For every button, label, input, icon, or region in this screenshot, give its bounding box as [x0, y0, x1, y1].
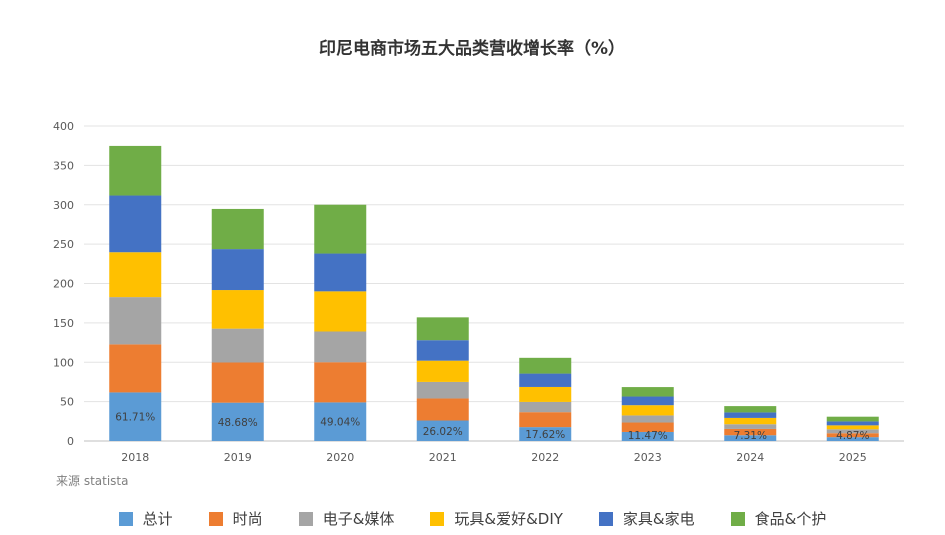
legend-label: 总计 — [142, 510, 173, 528]
legend-swatch — [208, 511, 223, 526]
bar-segment — [826, 416, 879, 422]
legend-label: 食品&个护 — [754, 510, 827, 528]
bar-segment — [519, 401, 572, 413]
legend: 总计 时尚 电子&媒体 玩具&爱好&DIY 家具&家电 食品&个护 — [0, 508, 945, 529]
data-label: 11.47% — [628, 430, 668, 442]
bars: 61.71% 48.68% 49.04% 26.02% 17.62% 11.47% 7.31… — [109, 145, 879, 442]
y-tick-label: 300 — [53, 199, 74, 212]
y-axis: 0 50 100 150 200 250 300 350 400 — [53, 120, 74, 448]
x-axis: 2018 2019 2020 2021 2022 2023 2024 2025 — [121, 451, 867, 464]
bar-segment — [724, 424, 777, 429]
legend-label: 家具&家电 — [622, 510, 695, 528]
bar-segment — [519, 427, 572, 441]
bar-segment — [416, 340, 469, 361]
bar-segment — [416, 360, 469, 382]
y-tick-label: 400 — [53, 120, 74, 133]
bar-segment — [314, 402, 367, 441]
bar-segment — [416, 381, 469, 399]
bar-segment — [724, 412, 777, 418]
bar-segment — [109, 252, 162, 298]
bar-segment — [109, 145, 162, 196]
y-tick-label: 250 — [53, 238, 74, 251]
bar-segment — [826, 429, 879, 434]
bar-segment — [519, 357, 572, 374]
legend-item: 电子&媒体 — [298, 508, 395, 529]
bar-segment — [826, 437, 879, 441]
x-tick-label: 2025 — [839, 451, 867, 464]
bar-segment — [211, 362, 264, 403]
bar-segment — [826, 421, 879, 426]
data-label: 4.87% — [836, 430, 869, 442]
data-label: 26.02% — [423, 426, 463, 438]
bar-segment — [109, 344, 162, 393]
legend-swatch — [730, 511, 745, 526]
bar-segment — [211, 208, 264, 250]
bar-segment — [314, 253, 367, 292]
legend-item: 玩具&爱好&DIY — [430, 508, 563, 529]
bar-segment — [211, 328, 264, 363]
legend-label: 时尚 — [232, 510, 263, 528]
bar-segment — [211, 249, 264, 291]
legend-label: 电子&媒体 — [322, 510, 395, 528]
bar-segment — [416, 317, 469, 341]
data-label: 17.62% — [525, 429, 565, 441]
bar-segment — [109, 392, 162, 441]
x-tick-label: 2018 — [121, 451, 149, 464]
bar-segment — [621, 387, 674, 397]
bar-segment — [519, 386, 572, 402]
y-tick-label: 200 — [53, 278, 74, 291]
x-tick-label: 2020 — [326, 451, 354, 464]
legend-item: 食品&个护 — [730, 508, 827, 529]
bar-segment — [519, 373, 572, 387]
y-tick-label: 50 — [60, 396, 74, 409]
x-tick-label: 2024 — [736, 451, 764, 464]
bar-segment — [724, 417, 777, 425]
bar-segment — [211, 402, 264, 441]
bar-segment — [724, 428, 777, 436]
legend-swatch — [298, 511, 313, 526]
legend-swatch — [430, 511, 445, 526]
bar-segment — [211, 290, 264, 329]
legend-item: 家具&家电 — [598, 508, 695, 529]
chart-title: 印尼电商市场五大品类营收增长率（%） — [319, 38, 625, 59]
legend-item: 时尚 — [208, 508, 263, 529]
legend-label: 玩具&爱好&DIY — [454, 510, 563, 528]
bar-segment — [109, 195, 162, 253]
legend-swatch — [118, 511, 133, 526]
bar-segment — [314, 331, 367, 363]
bar-segment — [621, 405, 674, 416]
bar-segment — [621, 415, 674, 423]
bar-segment — [416, 420, 469, 441]
y-tick-label: 100 — [53, 356, 74, 369]
bar-segment — [621, 422, 674, 432]
bar-segment — [314, 291, 367, 332]
bar-segment — [519, 412, 572, 428]
bar-segment — [314, 204, 367, 254]
legend-item: 总计 — [118, 508, 173, 529]
x-tick-label: 2019 — [224, 451, 252, 464]
x-tick-label: 2022 — [531, 451, 559, 464]
y-tick-label: 350 — [53, 159, 74, 172]
bar-segment — [621, 396, 674, 406]
bar-segment — [314, 362, 367, 403]
data-label: 49.04% — [320, 417, 360, 429]
bar-segment — [109, 297, 162, 345]
x-tick-label: 2021 — [429, 451, 457, 464]
data-label: 48.68% — [218, 417, 258, 429]
y-tick-label: 0 — [67, 435, 74, 448]
x-tick-label: 2023 — [634, 451, 662, 464]
gridlines — [84, 125, 904, 442]
data-label: 7.31% — [734, 430, 767, 442]
y-tick-label: 150 — [53, 317, 74, 330]
bar-segment — [724, 435, 777, 441]
bar-segment — [621, 431, 674, 441]
bar-segment — [826, 433, 879, 438]
bar-segment — [826, 425, 879, 430]
data-label: 61.71% — [115, 412, 155, 424]
source-note: 来源 statista — [56, 474, 129, 488]
legend-swatch — [598, 511, 613, 526]
bar-segment — [416, 398, 469, 421]
bar-segment — [724, 406, 777, 413]
